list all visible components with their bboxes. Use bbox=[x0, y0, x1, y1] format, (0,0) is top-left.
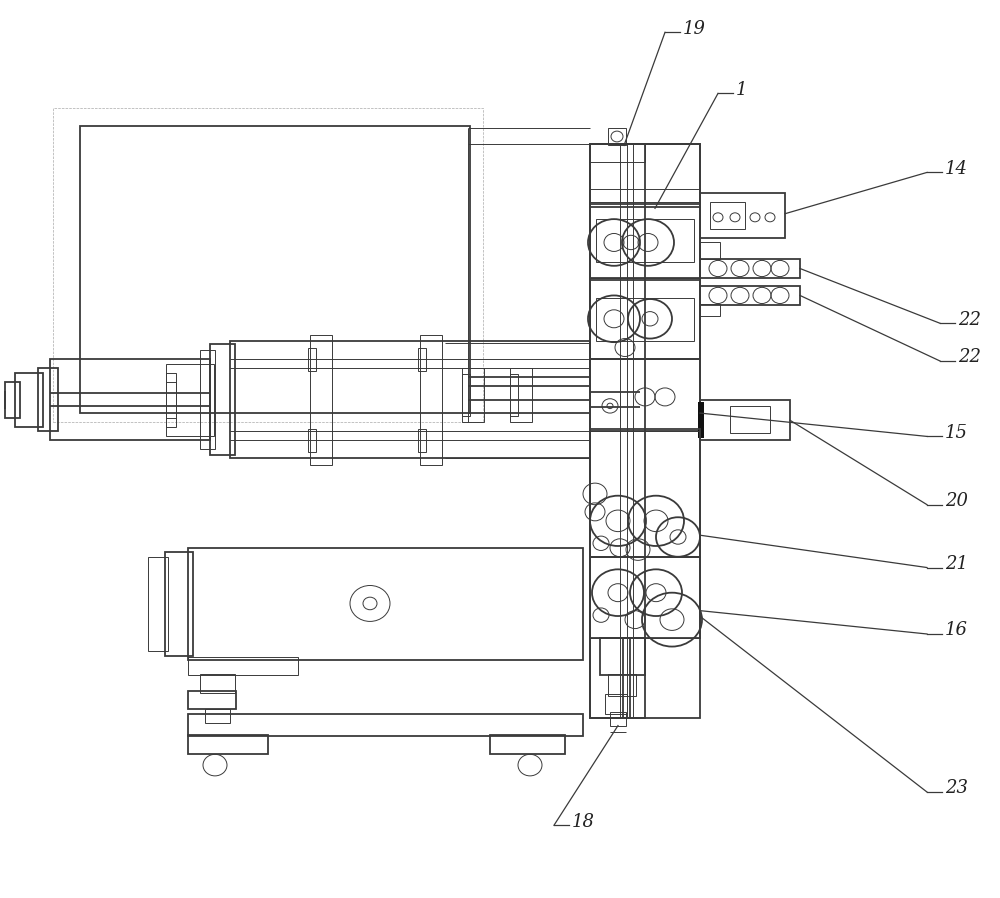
Bar bbox=[590, 144, 645, 718]
Text: 14: 14 bbox=[945, 160, 968, 178]
Bar bbox=[230, 341, 590, 458]
Bar bbox=[50, 359, 210, 440]
Bar bbox=[608, 128, 626, 145]
Bar bbox=[420, 335, 442, 465]
Bar bbox=[608, 674, 636, 696]
Bar bbox=[200, 674, 235, 693]
Bar bbox=[205, 709, 230, 723]
Bar bbox=[700, 259, 800, 278]
Bar bbox=[510, 374, 518, 416]
Text: 18: 18 bbox=[572, 813, 595, 831]
Bar bbox=[510, 368, 532, 422]
Bar bbox=[200, 350, 215, 449]
Text: 22: 22 bbox=[958, 348, 981, 366]
Bar bbox=[590, 557, 700, 638]
Bar bbox=[188, 657, 298, 675]
Bar bbox=[710, 202, 745, 229]
Bar bbox=[590, 278, 700, 359]
Bar bbox=[418, 348, 426, 371]
Bar bbox=[610, 712, 626, 726]
Bar bbox=[188, 714, 583, 736]
Bar bbox=[590, 189, 700, 202]
Bar bbox=[166, 373, 176, 427]
Bar bbox=[730, 406, 770, 433]
Text: 20: 20 bbox=[945, 492, 968, 510]
Bar bbox=[308, 348, 316, 371]
Bar bbox=[310, 335, 332, 465]
Bar bbox=[700, 286, 800, 305]
Bar bbox=[148, 557, 168, 651]
Bar bbox=[80, 126, 470, 413]
Bar bbox=[596, 219, 694, 262]
Bar bbox=[165, 552, 193, 656]
Bar bbox=[605, 694, 627, 714]
Bar bbox=[5, 382, 20, 418]
Bar bbox=[462, 368, 484, 422]
Bar bbox=[38, 368, 58, 431]
Bar bbox=[596, 298, 694, 341]
Text: 16: 16 bbox=[945, 621, 968, 639]
Bar bbox=[418, 429, 426, 452]
Bar bbox=[53, 108, 483, 422]
Bar bbox=[590, 204, 700, 280]
Bar bbox=[490, 735, 565, 754]
Text: 15: 15 bbox=[945, 424, 968, 442]
Bar bbox=[700, 304, 720, 316]
Bar bbox=[590, 144, 645, 162]
Bar bbox=[188, 735, 268, 754]
Bar bbox=[590, 144, 700, 718]
Bar bbox=[590, 144, 700, 207]
Text: 19: 19 bbox=[683, 20, 706, 38]
Text: 22: 22 bbox=[958, 311, 981, 329]
Text: 23: 23 bbox=[945, 779, 968, 797]
Bar bbox=[698, 402, 704, 438]
Bar bbox=[700, 242, 720, 259]
Bar bbox=[462, 374, 470, 416]
Bar bbox=[210, 344, 235, 455]
Bar bbox=[590, 359, 700, 431]
Bar bbox=[590, 429, 700, 557]
Text: 1: 1 bbox=[736, 81, 748, 99]
Bar bbox=[700, 193, 785, 238]
Bar bbox=[166, 364, 214, 436]
Bar bbox=[308, 429, 316, 452]
Bar bbox=[15, 373, 43, 427]
Bar bbox=[188, 691, 236, 709]
Bar bbox=[600, 638, 645, 675]
Bar bbox=[700, 400, 790, 440]
Text: 21: 21 bbox=[945, 555, 968, 573]
Bar bbox=[166, 382, 176, 418]
Bar bbox=[188, 548, 583, 660]
